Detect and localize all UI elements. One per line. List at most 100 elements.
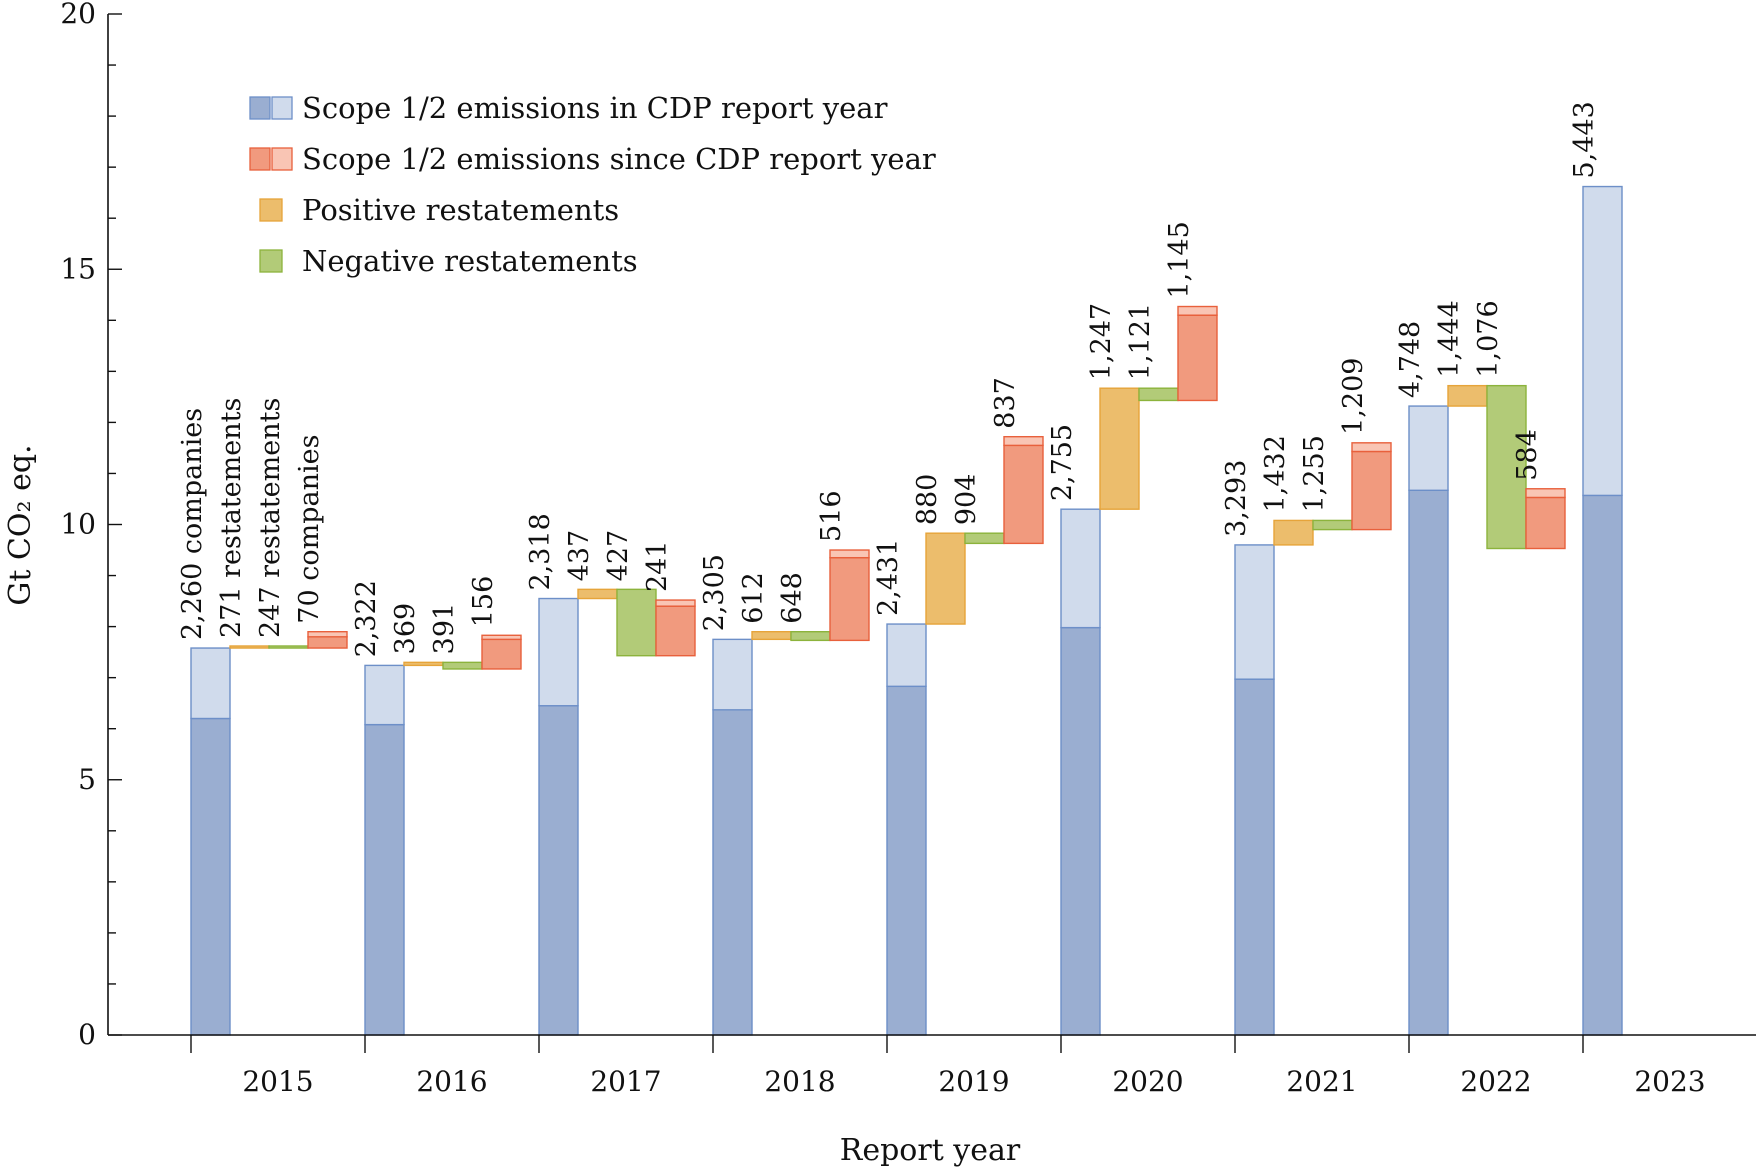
y-tick-label: 0 <box>78 1018 96 1051</box>
since-count-label: 1,145 <box>1164 221 1195 298</box>
since-report-bar-light <box>1351 442 1392 453</box>
report-count-label: 2,431 <box>873 539 904 616</box>
report-year-bar-light <box>538 597 579 707</box>
report-year-bar-light <box>1582 185 1623 497</box>
report-year-bar-dark <box>1234 678 1275 1036</box>
report-year-bar-dark <box>712 709 753 1036</box>
since-count-label: 837 <box>990 377 1021 429</box>
negative-restatement-bar <box>268 645 309 649</box>
report-count-label: 3,293 <box>1221 460 1252 537</box>
legend: Scope 1/2 emissions in CDP report year Sc… <box>249 91 936 278</box>
report-count-label: 2,305 <box>699 554 730 631</box>
negative-restatement-bar <box>1486 384 1527 550</box>
since-report-bar-dark <box>1351 450 1392 531</box>
since-report-bar-dark <box>829 556 870 642</box>
x-tick-label: 2016 <box>416 1065 487 1098</box>
since-report-bar-light <box>1177 305 1218 316</box>
report-year-bar-light <box>364 664 405 726</box>
report-count-label: 4,748 <box>1395 321 1426 398</box>
report-year-bar-light <box>1234 544 1275 680</box>
x-tick-label: 2020 <box>1112 1065 1183 1098</box>
since-report-bar-dark <box>307 636 348 649</box>
report-year-bar-dark <box>1408 489 1449 1036</box>
legend-label: Scope 1/2 emissions since CDP report yea… <box>302 142 936 176</box>
y-tick-label: 15 <box>60 252 96 285</box>
positive-count-label: 1,444 <box>1434 300 1465 377</box>
y-axis-title: Gt CO₂ eq. <box>3 444 38 605</box>
x-tick-label: 2021 <box>1286 1065 1357 1098</box>
report-count-label: 2,322 <box>351 580 382 657</box>
report-count-label: 2,260 companies <box>177 408 208 640</box>
negative-restatement-bar <box>1138 387 1179 402</box>
positive-count-label: 437 <box>564 530 595 582</box>
report-count-label: 5,443 <box>1569 101 1600 178</box>
legend-swatch-dark <box>249 96 271 120</box>
positive-count-label: 271 restatements <box>216 398 247 638</box>
legend-label: Negative restatements <box>302 244 638 278</box>
positive-count-label: 369 <box>390 603 421 655</box>
negative-restatement-bar <box>1312 519 1353 531</box>
bars-layer <box>190 185 1623 1036</box>
report-year-bar-dark <box>886 685 927 1036</box>
legend-swatch <box>259 249 283 273</box>
legend-swatch <box>259 198 283 222</box>
positive-restatement-bar <box>751 631 792 641</box>
negative-count-label: 391 <box>429 603 460 655</box>
negative-restatement-bar <box>790 631 831 642</box>
x-tick-label: 2015 <box>242 1065 313 1098</box>
since-count-label: 156 <box>468 576 499 628</box>
negative-restatement-bar <box>442 661 483 670</box>
y-tick-label: 20 <box>60 0 96 30</box>
positive-restatement-bar <box>1099 387 1140 510</box>
since-report-bar-light <box>829 549 870 559</box>
report-year-bar-dark <box>364 723 405 1036</box>
negative-count-label: 1,076 <box>1473 300 1504 377</box>
positive-count-label: 612 <box>738 572 769 624</box>
since-report-bar-light <box>1525 488 1566 499</box>
x-tick-label: 2019 <box>938 1065 1009 1098</box>
positive-count-label: 880 <box>912 474 943 526</box>
positive-restatement-bar <box>1447 384 1488 407</box>
legend-label: Positive restatements <box>302 193 619 227</box>
negative-count-label: 904 <box>951 474 982 526</box>
positive-restatement-bar <box>925 532 966 625</box>
since-count-label: 241 <box>642 541 673 593</box>
since-report-bar-dark <box>655 605 696 657</box>
negative-count-label: 1,255 <box>1299 435 1330 512</box>
report-year-bar-light <box>190 647 231 720</box>
since-count-label: 584 <box>1512 429 1543 481</box>
report-count-label: 2,755 <box>1047 424 1078 501</box>
legend-label: Scope 1/2 emissions in CDP report year <box>302 91 888 125</box>
since-count-label: 516 <box>816 490 847 542</box>
since-report-bar-light <box>307 631 348 638</box>
since-report-bar-light <box>655 599 696 607</box>
positive-restatement-bar <box>403 661 444 667</box>
y-tick-label: 10 <box>60 508 96 541</box>
report-year-bar-dark <box>1582 494 1623 1036</box>
report-year-bar-dark <box>190 717 231 1036</box>
report-year-bar-light <box>1408 405 1449 491</box>
x-tick-label: 2017 <box>590 1065 661 1098</box>
since-count-label: 70 companies <box>294 435 325 624</box>
negative-count-label: 247 restatements <box>255 398 286 638</box>
since-report-bar-dark <box>481 638 522 670</box>
y-tick-label: 5 <box>78 763 96 796</box>
report-year-bar-dark <box>1060 626 1101 1036</box>
since-report-bar-light <box>481 634 522 641</box>
report-year-bar-light <box>1060 508 1101 629</box>
legend-swatch-light <box>271 147 293 171</box>
positive-restatement-bar <box>577 588 618 600</box>
report-year-bar-dark <box>538 705 579 1036</box>
axes-layer: 0 5 10 15 20 2015 2016 2017 2018 2019 2020 2021 2022… <box>60 0 1756 1098</box>
report-year-bar-light <box>886 623 927 688</box>
labels-layer: 2,260 companies 271 restatements 247 resta… <box>177 101 1600 657</box>
negative-count-label: 648 <box>777 572 808 624</box>
since-report-bar-dark <box>1525 496 1566 550</box>
report-count-label: 2,318 <box>525 513 556 590</box>
positive-count-label: 1,432 <box>1260 435 1291 512</box>
negative-restatement-bar <box>616 588 657 657</box>
positive-restatement-bar <box>229 645 270 649</box>
negative-count-label: 1,121 <box>1125 303 1156 380</box>
positive-restatement-bar <box>1273 519 1314 546</box>
